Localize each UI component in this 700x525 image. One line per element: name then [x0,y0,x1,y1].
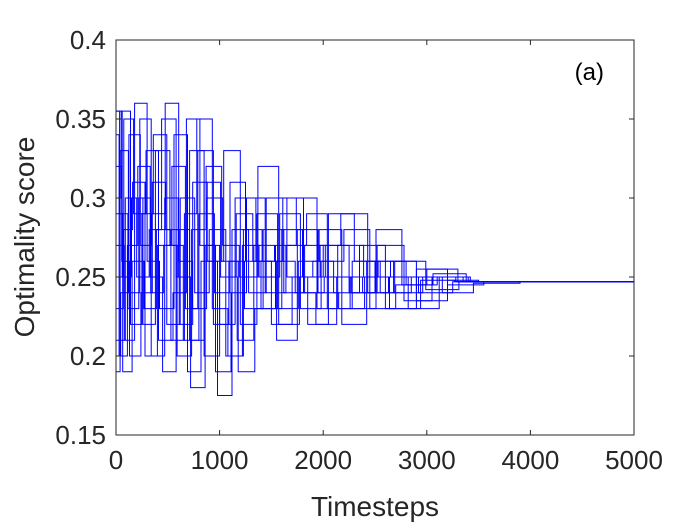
x-tick-label: 3000 [398,445,456,475]
panel-annotation: (a) [575,59,604,86]
x-tick-label: 5000 [605,445,663,475]
series-line-10 [116,102,634,357]
y-tick-label: 0.3 [70,183,106,213]
series-line-12 [116,110,634,373]
y-tick-label: 0.4 [70,25,106,55]
x-tick-label: 2000 [294,445,352,475]
plot-frame [115,39,635,436]
x-tick-label: 0 [109,445,123,475]
y-axis-label: Optimality score [9,137,40,338]
y-tick-label: 0.25 [55,262,106,292]
series-layer [116,102,634,396]
y-tick-label: 0.15 [55,420,106,450]
x-axis-label: Timesteps [311,491,439,522]
x-tick-label: 1000 [191,445,249,475]
y-tick-label: 0.35 [55,104,106,134]
plot-background [116,40,634,435]
series-line-11 [116,118,634,373]
tick-layer: 0 1000 2000 3000 4000 5000 0.15 0.2 0.25 0.3 0.35 0… [55,25,663,475]
y-tick-label: 0.2 [70,341,106,371]
x-tick-label: 4000 [501,445,559,475]
